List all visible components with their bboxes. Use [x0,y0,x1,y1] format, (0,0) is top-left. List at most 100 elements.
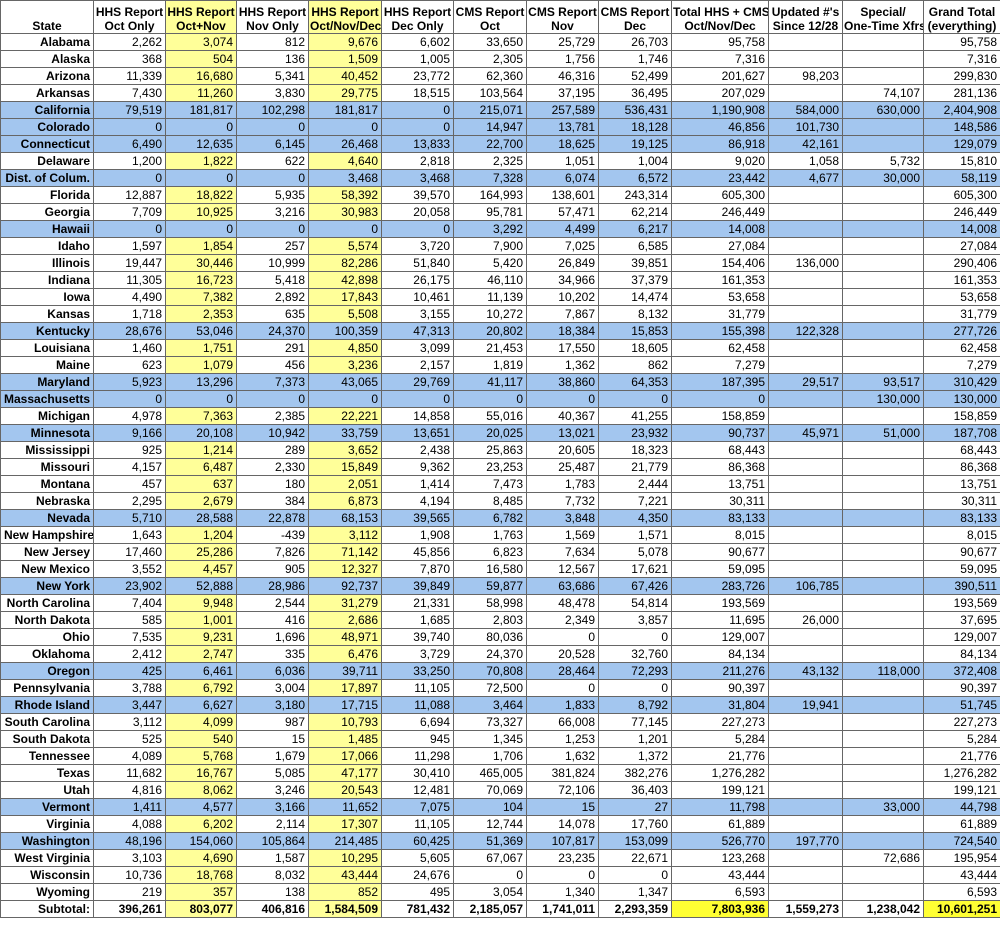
header-line: Grand Total [928,5,996,19]
empty-cell [768,849,843,867]
column-header: HHS Report Oct Only [93,0,166,34]
row-label: Iowa [0,288,94,306]
cell: 164,993 [453,186,527,204]
cell: 58,119 [923,169,1000,187]
cell: 1,571 [598,526,672,544]
cell: 1,340 [526,883,599,901]
cell: 3,216 [236,203,309,221]
cell: 31,779 [923,305,1000,323]
cell: 18,384 [526,322,599,340]
cell: 0 [236,390,309,408]
empty-cell [842,696,924,714]
column-header: Grand Total (everything) [923,0,1000,34]
cell: 13,651 [381,424,454,442]
row-label: Oklahoma [0,645,94,663]
cell: 1,833 [526,696,599,714]
cell: 299,830 [923,67,1000,85]
cell: 925 [93,441,166,459]
cell: 2,803 [453,611,527,629]
empty-cell [842,577,924,595]
cell: 0 [236,118,309,136]
cell: 4,690 [165,849,237,867]
cell: 101,730 [768,118,843,136]
cell: 1,746 [598,50,672,68]
cell: 3,447 [93,696,166,714]
cell: 3,099 [381,339,454,357]
cell: 5,420 [453,254,527,272]
cell: 6,585 [598,237,672,255]
cell: 26,175 [381,271,454,289]
cell: 5,923 [93,373,166,391]
cell: 55,016 [453,407,527,425]
cell: 48,196 [93,832,166,850]
cell: 19,941 [768,696,843,714]
cell: 22,878 [236,509,309,527]
cell: 0 [236,169,309,187]
cell: 5,078 [598,543,672,561]
cell: 11,139 [453,288,527,306]
cell: 1,345 [453,730,527,748]
cell: 16,767 [165,764,237,782]
cell: 7,279 [923,356,1000,374]
cell: 277,726 [923,322,1000,340]
cell: 0 [453,866,527,884]
table-row: Maine 623 1,079 456 3,236 2,157 1,819 1,362 862 7… [0,356,1000,374]
cell: 136,000 [768,254,843,272]
cell: 86,368 [923,458,1000,476]
cell: 15,810 [923,152,1000,170]
table-row: Oklahoma 2,412 2,747 335 6,476 3,729 24,370 20,… [0,645,1000,663]
empty-cell [842,866,924,884]
row-label: North Dakota [0,611,94,629]
empty-cell [768,594,843,612]
row-label: Montana [0,475,94,493]
cell: 105,864 [236,832,309,850]
cell: 28,588 [165,509,237,527]
table-row: Rhode Island 3,447 6,627 3,180 17,715 11,088 3… [0,696,1000,714]
empty-cell [768,458,843,476]
cell: 11,682 [93,764,166,782]
row-label: Rhode Island [0,696,94,714]
cell: 291 [236,339,309,357]
header-line: State [32,19,62,33]
cell: 540 [165,730,237,748]
cell: 118,000 [842,662,924,680]
cell: 129,079 [923,135,1000,153]
cell: 181,817 [308,101,382,119]
cell: 310,429 [923,373,1000,391]
cell: 1,058 [768,152,843,170]
cell: 17,621 [598,560,672,578]
cell: 637 [165,475,237,493]
cell: 13,781 [526,118,599,136]
row-label: Maine [0,356,94,374]
empty-cell [842,458,924,476]
empty-cell [768,407,843,425]
cell: 584,000 [768,101,843,119]
cell: 1,362 [526,356,599,374]
cell: 61,889 [671,815,769,833]
cell: 11,339 [93,67,166,85]
header-line: Oct+Nov [176,19,226,33]
cell: 95,758 [923,33,1000,51]
cell: 3,112 [308,526,382,544]
cell: 2,412 [93,645,166,663]
cell: 1,783 [526,475,599,493]
cell: 812 [236,33,309,51]
row-label: Alabama [0,33,94,51]
cell: 9,166 [93,424,166,442]
cell: 1,200 [93,152,166,170]
cell: 1,079 [165,356,237,374]
header-row: State HHS Report Oct Only HHS Report Oct+Nov… [0,0,1000,34]
table-row: Oregon 425 6,461 6,036 39,711 33,250 70,808 28,… [0,662,1000,680]
cell: 3,236 [308,356,382,374]
cell: 945 [381,730,454,748]
empty-cell [768,390,843,408]
header-line: Dec [623,19,646,33]
table-row: New York 23,902 52,888 28,986 92,737 39,849 59… [0,577,1000,595]
cell: 257,589 [526,101,599,119]
cell: 106,785 [768,577,843,595]
cell: 456 [236,356,309,374]
cell: 28,676 [93,322,166,340]
cell: 0 [671,390,769,408]
cell: 2,325 [453,152,527,170]
cell: 368 [93,50,166,68]
